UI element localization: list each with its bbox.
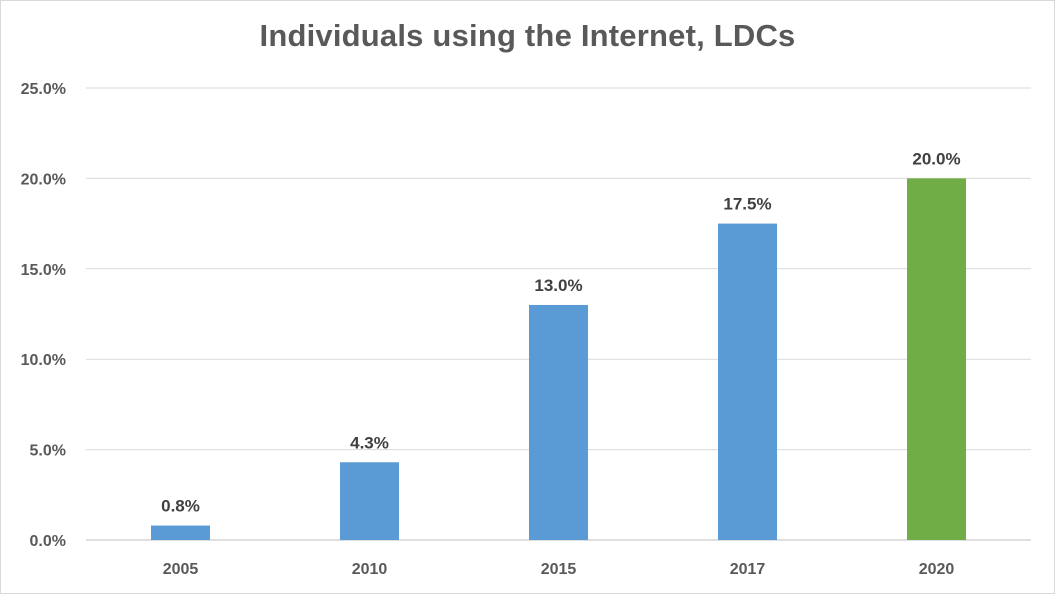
data-label: 13.0% — [534, 276, 582, 295]
y-tick-label: 20.0% — [21, 171, 66, 188]
bar-2017 — [718, 223, 777, 540]
x-tick-label: 2020 — [919, 561, 955, 578]
x-tick-label: 2010 — [352, 561, 388, 578]
x-tick-label: 2015 — [541, 561, 577, 578]
data-label: 0.8% — [161, 497, 200, 516]
x-tick-label: 2017 — [730, 561, 766, 578]
y-tick-label: 0.0% — [30, 533, 66, 550]
chart-title: Individuals using the Internet, LDCs — [259, 18, 796, 53]
data-label: 20.0% — [912, 149, 960, 168]
y-tick-label: 25.0% — [21, 81, 66, 98]
y-tick-label: 10.0% — [21, 352, 66, 369]
y-tick-label: 15.0% — [21, 262, 66, 279]
x-tick-label: 2005 — [163, 561, 199, 578]
data-label: 4.3% — [350, 433, 389, 452]
bar-2005 — [151, 525, 210, 540]
bar-2015 — [529, 304, 588, 540]
bar-2020 — [907, 178, 966, 540]
y-tick-label: 5.0% — [30, 443, 66, 460]
bar-2010 — [340, 462, 399, 540]
data-label: 17.5% — [723, 195, 771, 214]
